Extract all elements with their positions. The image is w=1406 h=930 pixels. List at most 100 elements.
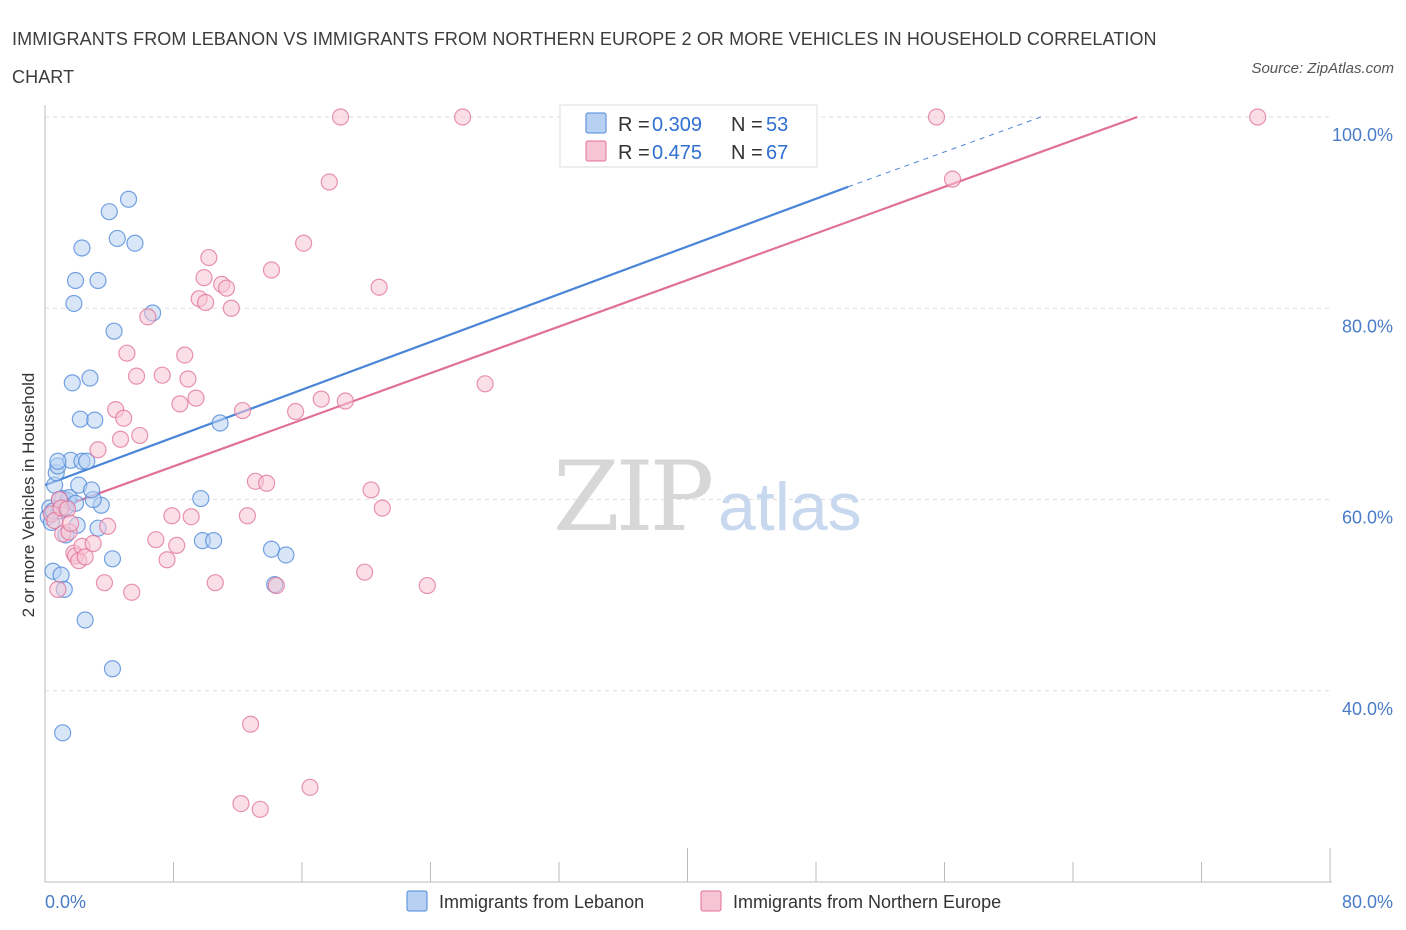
point-northern-europe-50 <box>267 576 285 595</box>
point-lebanon-17 <box>66 271 85 290</box>
point-northern-europe-53 <box>312 390 330 408</box>
point-northern-europe-64 <box>927 108 946 126</box>
point-northern-europe-35 <box>187 389 205 407</box>
bottom-legend-label-northern-europe: Immigrants from Northern Europe <box>733 892 1001 912</box>
point-northern-europe-58 <box>362 481 380 499</box>
point-northern-europe-31 <box>171 395 189 413</box>
watermark-atlas: atlas <box>718 469 862 545</box>
point-lebanon-31 <box>105 322 123 340</box>
point-lebanon-22 <box>76 611 94 629</box>
point-northern-europe-60 <box>373 499 391 517</box>
point-northern-europe-25 <box>139 308 157 326</box>
point-northern-europe-62 <box>454 108 472 126</box>
x-tick-label-1: 80.0% <box>1342 892 1393 912</box>
legend-n-value-northern-europe: 67 <box>766 142 788 164</box>
point-northern-europe-13 <box>76 548 94 566</box>
point-northern-europe-40 <box>206 574 224 592</box>
bottom-legend: Immigrants from Lebanon Immigrants from … <box>406 890 1001 912</box>
point-northern-europe-46 <box>242 715 260 733</box>
y-tick-label-2: 80.0% <box>1342 316 1393 336</box>
point-lebanon-40 <box>262 540 281 558</box>
point-lebanon-46 <box>49 452 67 470</box>
point-northern-europe-68 <box>251 800 269 818</box>
point-northern-europe-61 <box>418 576 436 595</box>
point-northern-europe-48 <box>258 474 276 492</box>
legend-n-value-lebanon: 53 <box>766 114 788 136</box>
legend-r-value-northern-europe: 0.475 <box>652 142 702 164</box>
point-northern-europe-69 <box>301 778 319 796</box>
point-northern-europe-20 <box>115 409 133 427</box>
trend-line-lebanon <box>44 185 849 487</box>
point-northern-europe-26 <box>147 531 165 549</box>
point-northern-europe-52 <box>295 234 313 252</box>
point-northern-europe-43 <box>222 299 240 317</box>
bottom-legend-swatch-lebanon <box>406 890 428 912</box>
point-northern-europe-63 <box>476 375 494 393</box>
point-lebanon-8 <box>52 566 70 584</box>
point-northern-europe-29 <box>163 507 181 525</box>
point-northern-europe-57 <box>356 563 374 581</box>
y-axis-label: 2 or more Vehicles in Household <box>19 373 38 618</box>
legend-box: R = 0.309 N = 53 R = 0.475 N = 67 <box>559 104 818 168</box>
point-northern-europe-51 <box>286 402 305 421</box>
point-northern-europe-66 <box>1249 108 1267 126</box>
point-northern-europe-56 <box>336 392 354 410</box>
point-northern-europe-14 <box>84 534 102 553</box>
point-lebanon-27 <box>89 271 107 290</box>
point-northern-europe-55 <box>331 108 350 126</box>
point-lebanon-52 <box>82 481 101 499</box>
point-northern-europe-22 <box>123 583 141 601</box>
point-northern-europe-28 <box>158 551 176 569</box>
bottom-legend-label-lebanon: Immigrants from Lebanon <box>439 892 644 912</box>
point-northern-europe-23 <box>127 367 146 385</box>
x-tick-label-0: 0.0% <box>45 892 86 912</box>
point-northern-europe-59 <box>370 278 388 296</box>
axes <box>44 105 1332 883</box>
point-lebanon-44 <box>103 660 122 678</box>
point-northern-europe-2 <box>49 580 67 598</box>
y-tick-label-1: 60.0% <box>1342 508 1393 528</box>
point-northern-europe-17 <box>99 517 117 535</box>
point-northern-europe-21 <box>118 344 136 362</box>
point-northern-europe-32 <box>176 346 194 364</box>
point-northern-europe-45 <box>238 507 256 525</box>
point-northern-europe-8 <box>62 514 80 533</box>
point-northern-europe-54 <box>320 173 338 191</box>
point-northern-europe-39 <box>200 248 218 267</box>
point-northern-europe-44 <box>233 401 252 420</box>
point-lebanon-23 <box>73 239 91 257</box>
point-lebanon-34 <box>126 234 144 252</box>
data-points <box>39 108 1267 818</box>
point-lebanon-43 <box>54 724 72 742</box>
point-lebanon-20 <box>71 410 89 428</box>
point-northern-europe-33 <box>179 370 197 388</box>
point-northern-europe-38 <box>197 293 215 312</box>
point-northern-europe-67 <box>232 794 250 813</box>
point-lebanon-16 <box>65 294 83 313</box>
point-northern-europe-34 <box>182 508 200 526</box>
point-lebanon-32 <box>108 229 126 248</box>
legend-swatch-northern-europe <box>585 140 607 162</box>
legend-r-label-lebanon: R = <box>618 114 650 136</box>
point-lebanon-30 <box>103 550 122 568</box>
point-lebanon-29 <box>100 203 118 221</box>
point-lebanon-38 <box>205 532 223 550</box>
point-lebanon-42 <box>277 546 295 564</box>
point-lebanon-15 <box>63 374 81 392</box>
watermark-zip: ZIP <box>553 441 712 553</box>
point-northern-europe-6 <box>58 500 77 518</box>
legend-r-label-northern-europe: R = <box>618 142 650 164</box>
point-northern-europe-24 <box>131 426 149 445</box>
point-lebanon-24 <box>78 452 96 470</box>
point-northern-europe-42 <box>217 279 236 297</box>
y-tick-label-3: 100.0% <box>1332 125 1393 145</box>
y-tick-labels: 40.0% 60.0% 80.0% 100.0% <box>1332 125 1393 719</box>
point-lebanon-39 <box>211 414 229 432</box>
x-tick-labels: 0.0% 80.0% <box>45 892 1393 912</box>
watermark: ZIP atlas <box>553 441 862 553</box>
point-lebanon-33 <box>119 190 138 208</box>
y-tick-label-0: 40.0% <box>1342 699 1393 719</box>
legend-n-label-northern-europe: N = <box>731 142 763 164</box>
point-northern-europe-30 <box>168 536 186 555</box>
